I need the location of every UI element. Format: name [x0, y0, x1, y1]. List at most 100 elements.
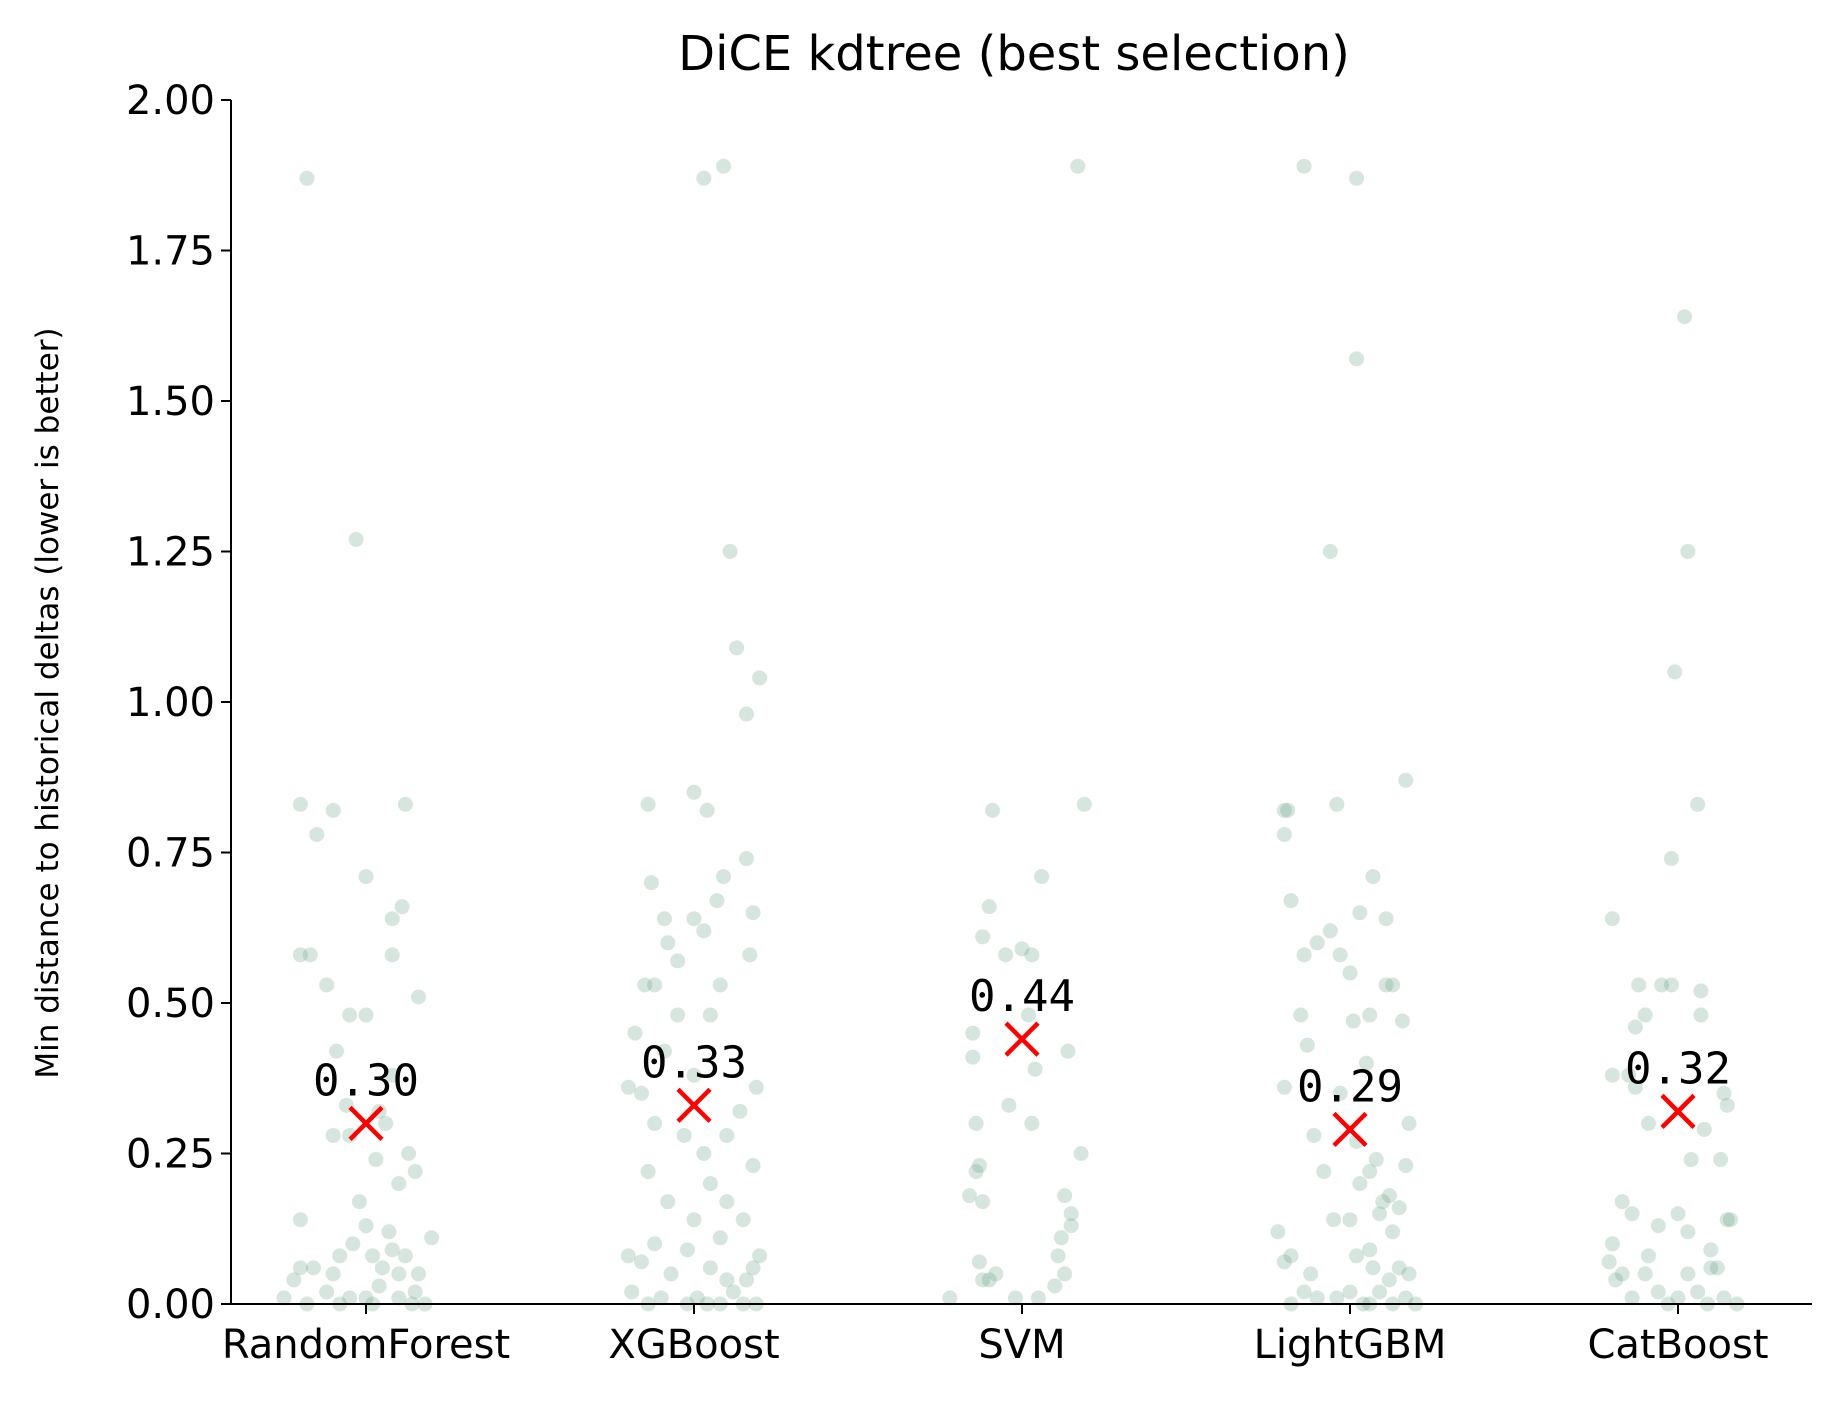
data-point [962, 1188, 978, 1204]
data-point [292, 947, 308, 963]
data-point [332, 1248, 348, 1264]
data-point [1670, 1206, 1686, 1222]
y-tick-label: 0.00 [126, 1282, 215, 1328]
data-point [381, 1224, 397, 1240]
data-point [699, 802, 715, 818]
data-point [1640, 1115, 1656, 1131]
data-point [1352, 1176, 1368, 1192]
data-point [358, 1007, 374, 1023]
data-point [1401, 1115, 1417, 1131]
data-point [1342, 1284, 1358, 1300]
scatter-points [276, 158, 1745, 1312]
data-point [709, 893, 725, 909]
data-point [745, 905, 761, 921]
data-point [1680, 544, 1696, 559]
data-point [1716, 1290, 1732, 1306]
mean-value-label: 0.33 [641, 1037, 747, 1088]
data-point [712, 977, 728, 993]
data-point [319, 1284, 335, 1300]
data-point [696, 923, 712, 939]
data-point [686, 784, 702, 800]
data-point [1391, 1200, 1407, 1216]
data-point [1696, 1121, 1712, 1137]
data-point [1309, 935, 1325, 951]
data-point [345, 1236, 361, 1252]
data-point [702, 1007, 718, 1023]
data-point [1299, 1037, 1315, 1053]
data-point [1604, 1067, 1620, 1083]
data-point [378, 1115, 394, 1131]
data-point [1303, 1266, 1319, 1282]
data-point [1358, 1055, 1374, 1071]
data-point [1322, 923, 1338, 939]
mean-markers: 0.30 0.33 0.44 0.29 0.32 [313, 971, 1731, 1148]
data-point [410, 1266, 426, 1282]
data-point [1276, 1254, 1292, 1270]
y-tick-label: 1.00 [126, 680, 215, 726]
data-point [286, 1272, 302, 1288]
data-point [735, 1212, 751, 1228]
mean-marker-stroke [1332, 1111, 1368, 1148]
data-point [394, 899, 410, 915]
data-point [299, 170, 315, 186]
data-point [325, 1127, 341, 1143]
data-point [1631, 977, 1647, 993]
data-point [1637, 1007, 1653, 1023]
data-point [656, 1043, 672, 1059]
data-point [719, 1194, 735, 1210]
data-point [342, 1007, 358, 1023]
data-point [1378, 911, 1394, 927]
data-point [407, 1164, 423, 1180]
data-point [647, 1236, 663, 1252]
data-point [1722, 1212, 1738, 1228]
data-point [1624, 1290, 1640, 1306]
data-point [1375, 1194, 1391, 1210]
data-point [371, 1278, 387, 1294]
data-point [292, 1260, 308, 1276]
y-tick-label: 2.00 [126, 78, 215, 124]
data-point [725, 1284, 741, 1300]
data-point [1362, 1242, 1378, 1258]
y-tick-label: 1.25 [126, 530, 215, 576]
data-point [351, 1194, 367, 1210]
y-axis-label: Min distance to historical deltas (lower… [30, 327, 66, 1078]
data-point [1703, 1260, 1719, 1276]
data-point [1316, 1164, 1332, 1180]
data-point [1296, 158, 1312, 174]
mean-marker-stroke [676, 1087, 712, 1123]
data-point [745, 1158, 761, 1174]
data-point [975, 1194, 991, 1210]
data-point [696, 1146, 712, 1161]
data-point [1719, 1097, 1735, 1113]
data-point [1349, 170, 1365, 186]
data-point [640, 1164, 656, 1180]
data-point [1621, 1067, 1637, 1083]
data-point [407, 1284, 423, 1300]
data-point [660, 1194, 676, 1210]
data-point [965, 1049, 981, 1065]
data-point [1650, 1284, 1666, 1300]
data-point [1677, 309, 1693, 325]
data-point [752, 1248, 768, 1264]
data-point [968, 1115, 984, 1131]
data-point [620, 1248, 636, 1264]
x-tick-label: RandomForest [222, 1322, 510, 1368]
data-point [1670, 1290, 1686, 1306]
data-point [663, 1266, 679, 1282]
data-point [391, 1266, 407, 1282]
data-point [384, 947, 400, 963]
data-point [988, 1266, 1004, 1282]
data-point [1680, 1266, 1696, 1282]
data-point [732, 1103, 748, 1119]
axes [230, 100, 1812, 1305]
y-axis-ticks: 0.00 0.25 0.50 0.75 1.00 1.25 1.50 1.75 2.00 [126, 78, 231, 1328]
data-point [1709, 1260, 1725, 1276]
data-point [348, 531, 364, 547]
data-point [391, 1176, 407, 1192]
data-point [686, 1212, 702, 1228]
data-point [1276, 826, 1292, 842]
y-tick-label: 1.75 [126, 229, 215, 275]
data-point [384, 1242, 400, 1258]
mean-value-label: 0.32 [1625, 1043, 1731, 1094]
data-point [686, 1067, 702, 1083]
